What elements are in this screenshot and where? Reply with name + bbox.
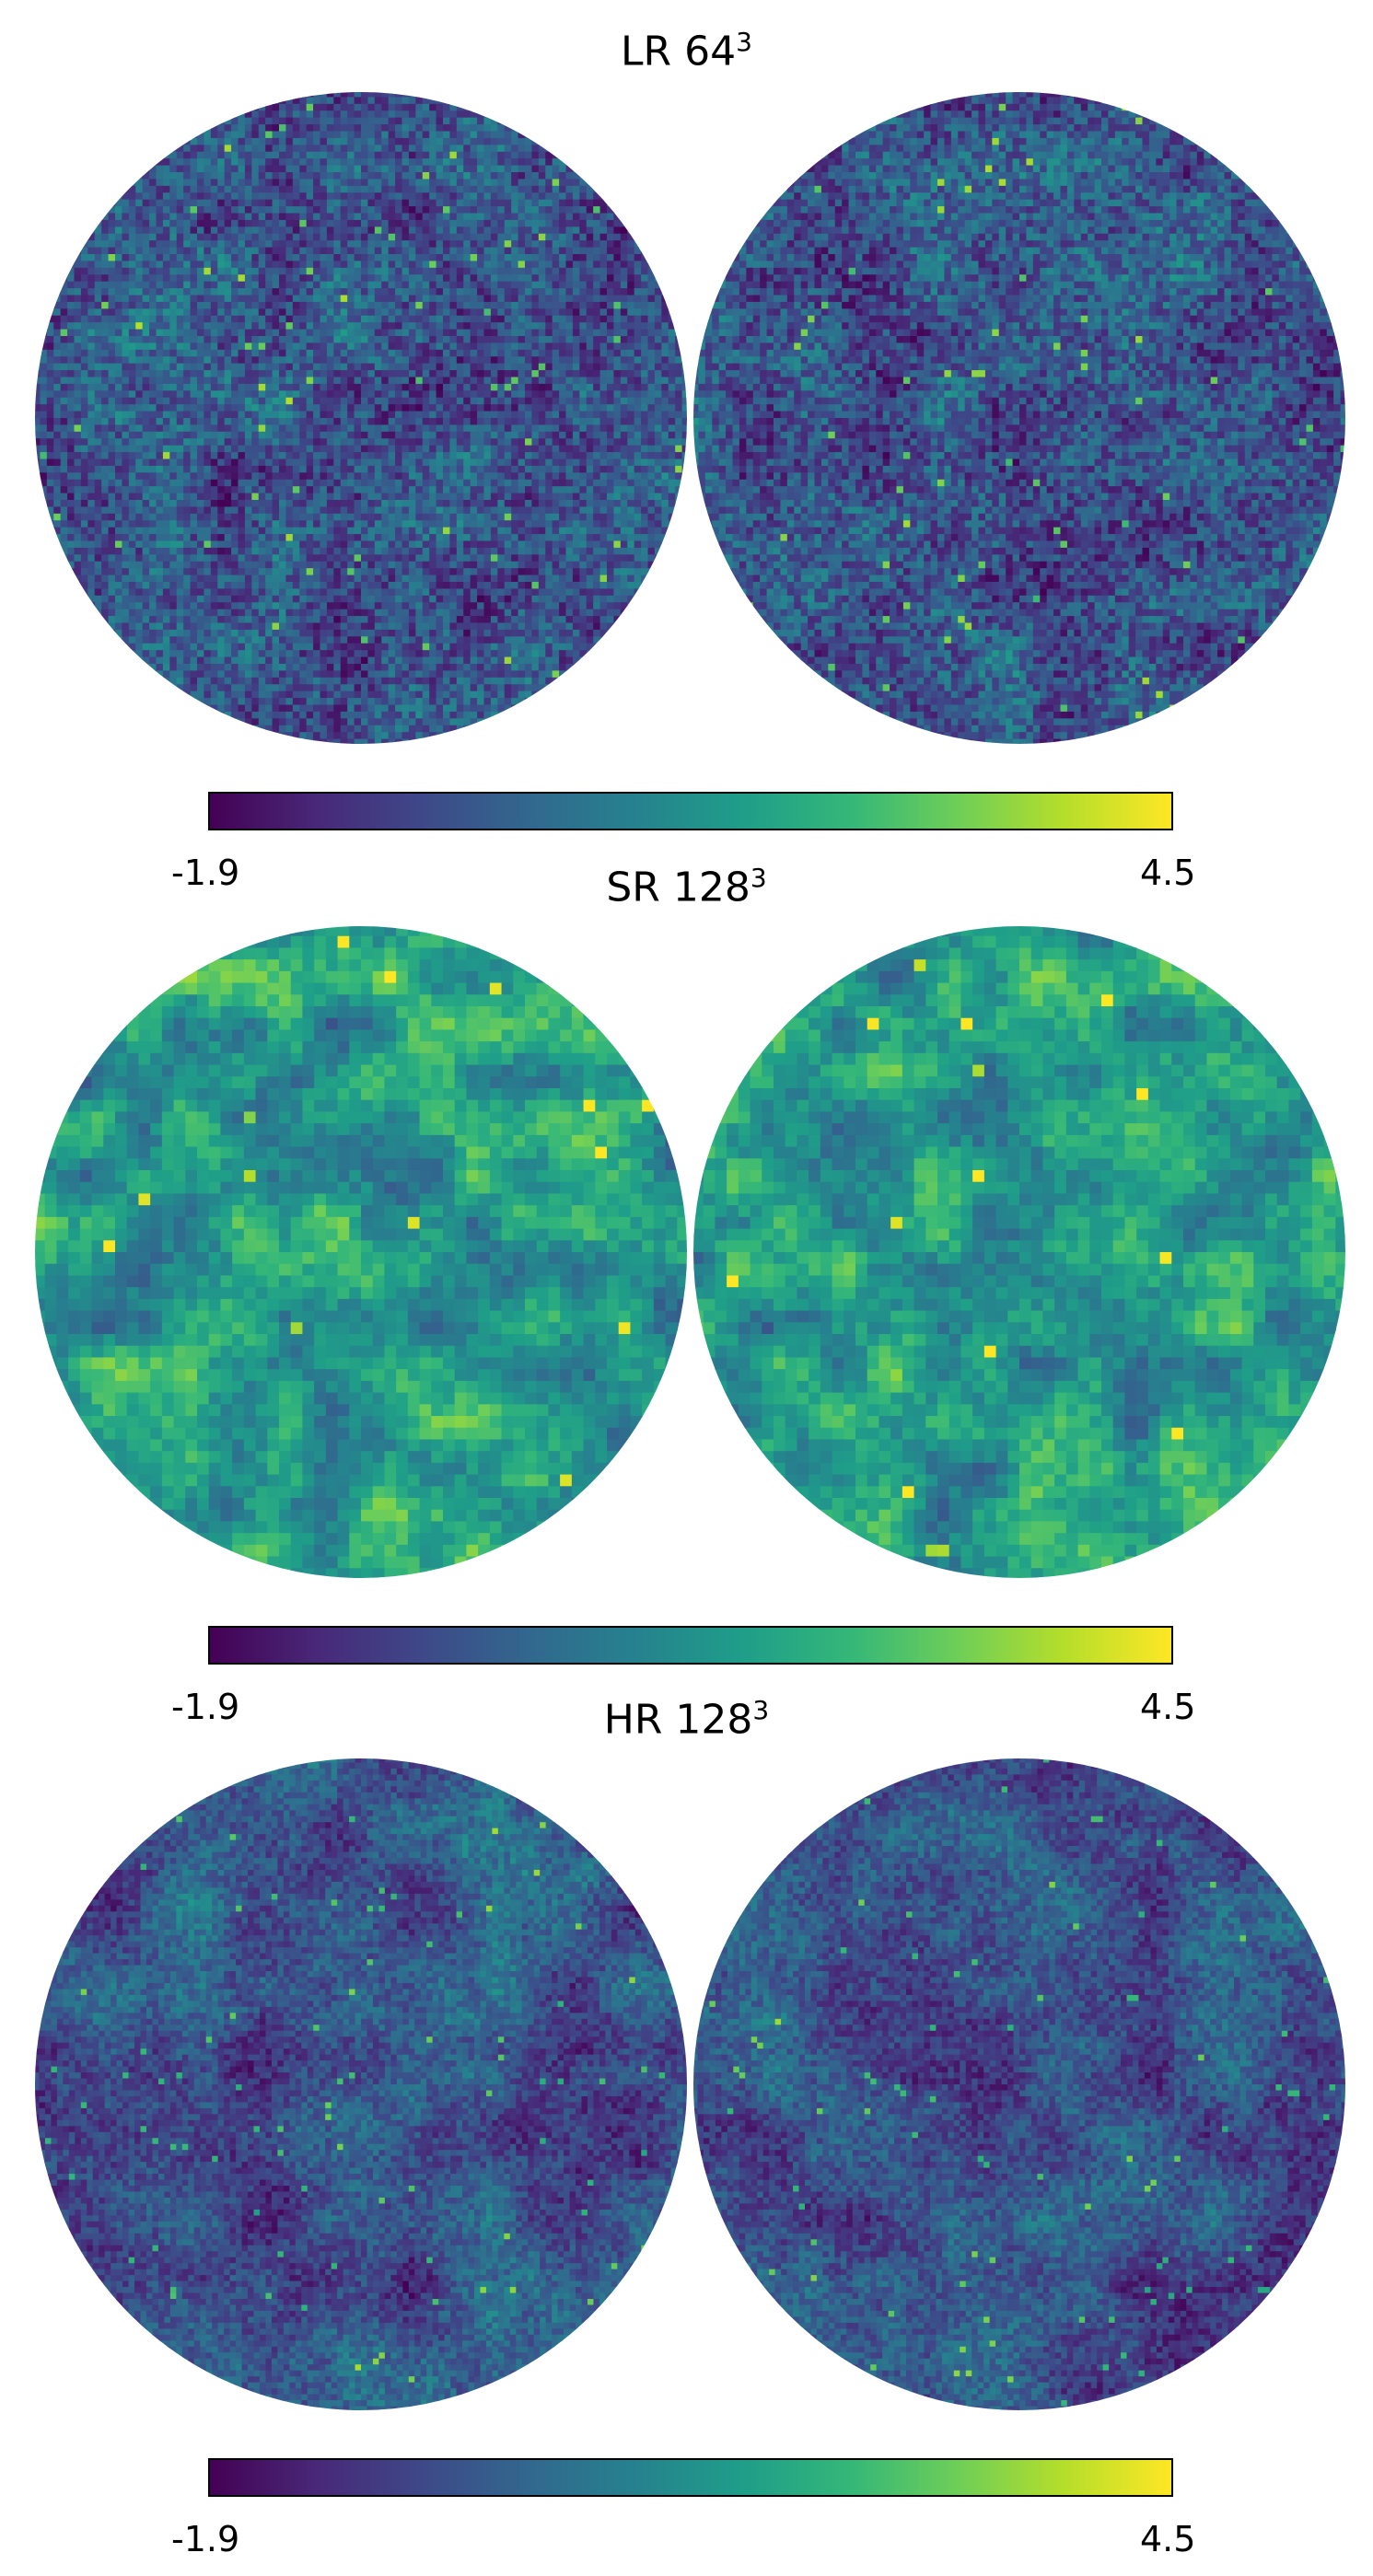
panel-title-text: HR 128 bbox=[604, 1697, 753, 1744]
panel-title-superscript: 3 bbox=[736, 27, 752, 57]
panel-title: LR 643 bbox=[0, 18, 1373, 76]
colorbar bbox=[208, 1626, 1173, 1665]
hemisphere-left bbox=[35, 92, 687, 744]
hemisphere-right bbox=[693, 1758, 1345, 2410]
hemisphere-right bbox=[693, 92, 1345, 744]
panel-title-superscript: 3 bbox=[750, 863, 767, 893]
panel-lr: LR 643 -1.9 4.5 bbox=[0, 0, 1373, 921]
hemisphere-left bbox=[35, 1758, 687, 2410]
colorbar-max-label: 4.5 bbox=[1140, 853, 1195, 893]
hemisphere-right bbox=[693, 926, 1345, 1578]
colorbar bbox=[208, 2458, 1173, 2497]
panel-title-superscript: 3 bbox=[752, 1695, 769, 1725]
colorbar-min-label: -1.9 bbox=[171, 853, 239, 893]
colorbar-max-label: 4.5 bbox=[1140, 2519, 1195, 2559]
panel-title: HR 1283 bbox=[0, 1687, 1373, 1745]
colorbar-max-label: 4.5 bbox=[1140, 1687, 1195, 1727]
panel-title-text: SR 128 bbox=[606, 864, 750, 911]
colorbar-min-label: -1.9 bbox=[171, 1687, 239, 1727]
hemisphere-left bbox=[35, 926, 687, 1578]
panel-title: SR 1283 bbox=[0, 854, 1373, 912]
colorbar bbox=[208, 792, 1173, 830]
panel-title-text: LR 64 bbox=[621, 29, 736, 75]
panel-sr: SR 1283 -1.9 4.5 bbox=[0, 854, 1373, 1727]
colorbar-min-label: -1.9 bbox=[171, 2519, 239, 2559]
